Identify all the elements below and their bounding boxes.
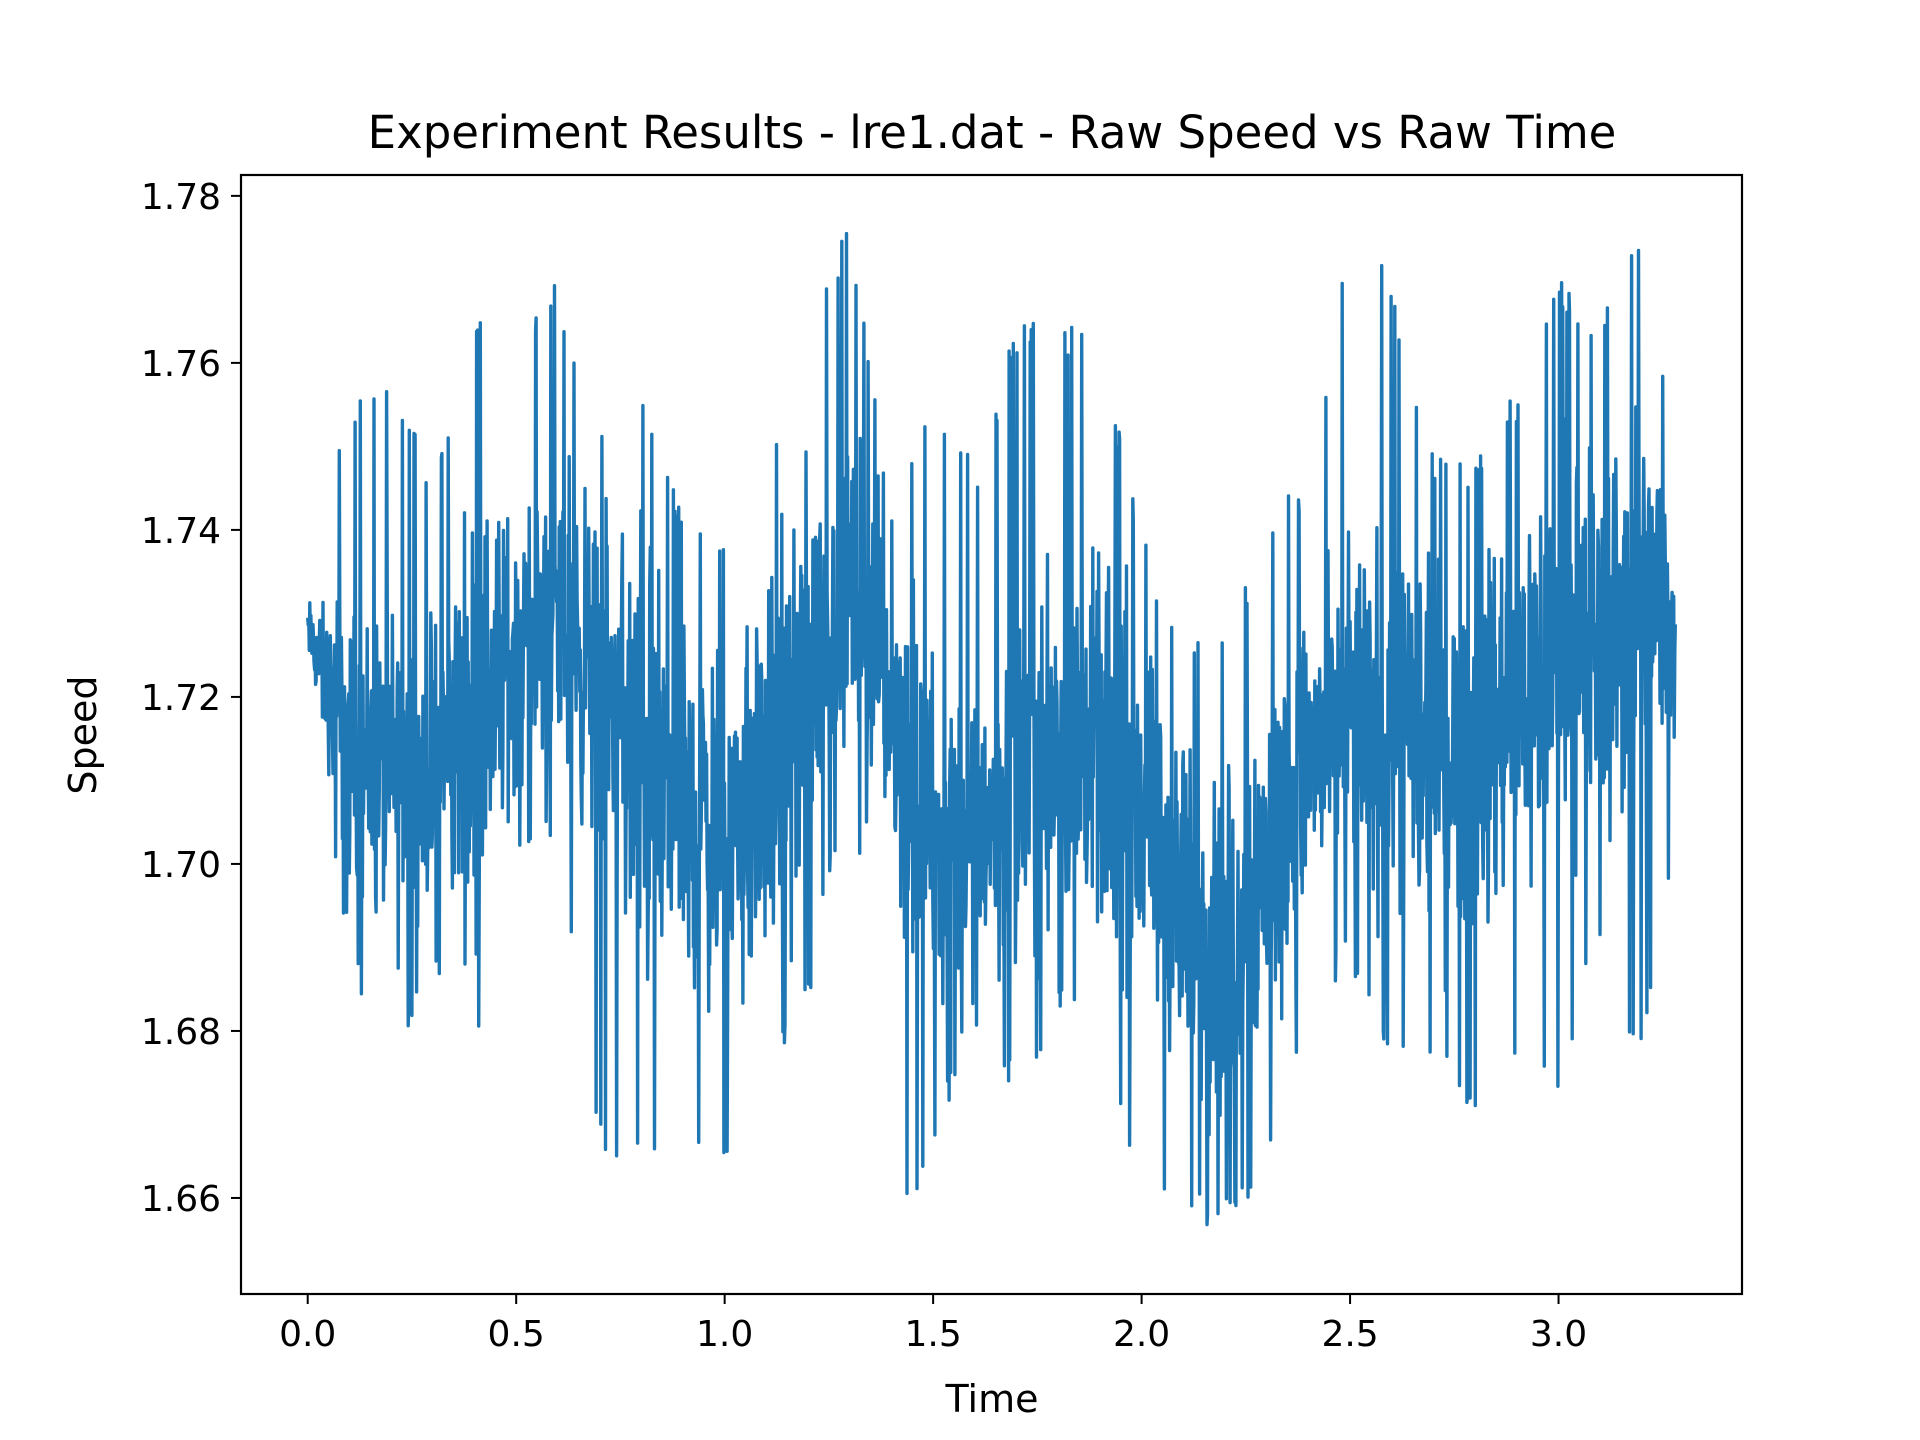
- y-tick-label: 1.66: [141, 1179, 221, 1220]
- y-tick-label: 1.74: [141, 511, 221, 552]
- y-tick-label: 1.76: [141, 344, 221, 385]
- series-line-speed: [306, 231, 1677, 1227]
- y-tick-label: 1.70: [141, 845, 221, 886]
- y-tick-label: 1.68: [141, 1012, 221, 1053]
- chart-title: Experiment Results - lre1.dat - Raw Spee…: [368, 106, 1617, 159]
- y-tick-label: 1.78: [141, 177, 221, 218]
- x-tick-label: 2.5: [1321, 1314, 1378, 1355]
- y-axis-label: Speed: [61, 675, 105, 794]
- x-axis-label: Time: [945, 1377, 1039, 1421]
- x-tick-label: 3.0: [1530, 1314, 1587, 1355]
- x-tick-label: 0.5: [488, 1314, 545, 1355]
- x-tick-label: 2.0: [1113, 1314, 1170, 1355]
- plot-area: [306, 231, 1677, 1227]
- x-tick-label: 1.5: [904, 1314, 961, 1355]
- x-axis: 0.0 0.5 1.0 1.5 2.0 2.5 3.0: [279, 1294, 1587, 1355]
- y-tick-label: 1.72: [141, 678, 221, 719]
- axes-frame: [239, 173, 1744, 1296]
- x-tick-label: 1.0: [696, 1314, 753, 1355]
- y-axis: 1.66 1.68 1.70 1.72 1.74 1.76 1.78: [141, 177, 241, 1220]
- x-tick-label: 0.0: [279, 1314, 336, 1355]
